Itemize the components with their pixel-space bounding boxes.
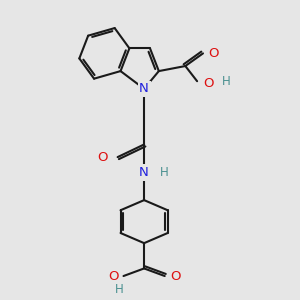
Text: O: O xyxy=(108,269,119,283)
Text: N: N xyxy=(139,82,149,95)
Text: H: H xyxy=(115,284,124,296)
Text: N: N xyxy=(139,166,149,179)
Text: H: H xyxy=(159,166,168,179)
Text: H: H xyxy=(222,75,231,88)
Text: O: O xyxy=(203,77,214,90)
Text: O: O xyxy=(97,151,107,164)
Text: O: O xyxy=(208,47,219,60)
Text: O: O xyxy=(170,269,180,283)
